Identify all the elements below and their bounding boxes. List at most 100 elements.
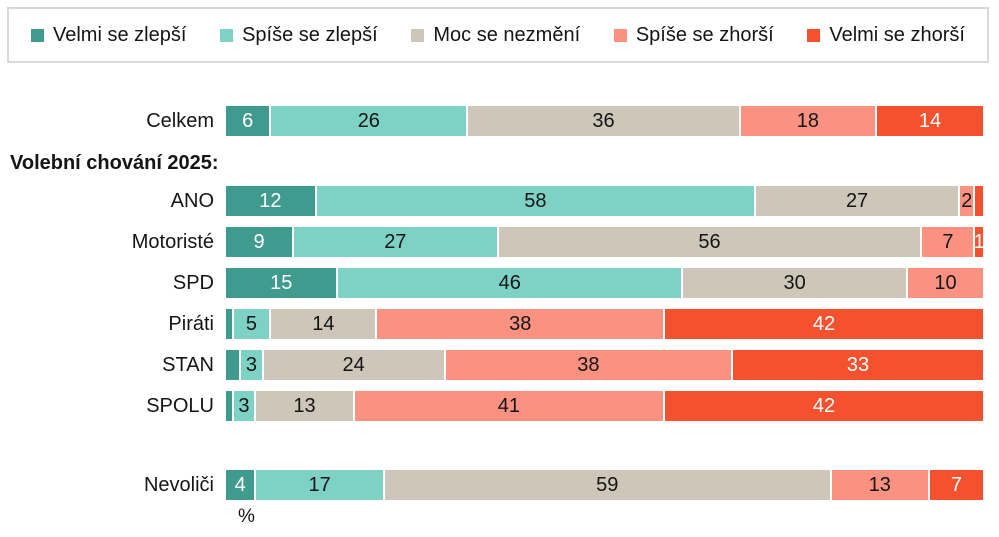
segment-value: 15 [270,271,293,294]
legend-swatch-icon [411,28,425,42]
chart-row: Celkem 6 26 36 18 14 [0,106,999,136]
legend-item: Spíše se zlepší [220,24,378,47]
segment-value: 27 [845,189,869,212]
segment-value: 36 [592,109,615,132]
segment-value: 58 [524,189,547,212]
stacked-bar: 4 17 59 13 7 [226,470,983,500]
stacked-bar: 3 13 41 42 [226,391,983,421]
legend-item: Spíše se zhorší [613,23,774,47]
segment-value: 38 [577,353,600,376]
legend-label: Velmi se zhorší [829,23,965,46]
bar-segment: 17 [256,470,385,500]
bar-segment: 13 [256,391,355,421]
segment-value: 42 [812,312,836,335]
row-label: SPOLU [146,395,214,417]
segment-value: 6 [242,109,254,132]
bar-segment: 1 [975,227,983,257]
segment-value: 26 [357,109,380,132]
row-label: STAN [162,354,214,376]
bar-segment: 10 [908,268,983,298]
legend-label: Spíše se zhorší [635,23,774,46]
row-label: ANO [170,190,214,212]
stacked-bar: 9 27 56 7 1 [226,227,983,257]
bar-segment: 13 [831,470,930,500]
bar-segment: 41 [354,391,666,421]
segment-value: 1 [975,230,983,253]
bar-segment: 7 [922,227,976,257]
bar-segment: 42 [665,309,983,339]
segment-value: 38 [509,312,532,335]
segment-value: 59 [596,473,619,496]
legend-item: Velmi se zlepší [31,24,186,47]
segment-value: 12 [259,189,282,212]
bar-segment [226,391,234,421]
section-header-row: Volební chování 2025: [0,150,999,176]
segment-value: 27 [384,230,407,253]
bar-segment: 9 [226,227,295,257]
stacked-bar: 3 24 38 33 [226,350,983,380]
row-label: SPD [172,272,214,294]
row-label: Nevoliči [143,474,214,496]
segment-value: 13 [868,473,891,496]
row-label: Celkem [146,110,214,132]
row-label: Piráti [168,313,214,335]
row-label: Motoristé [131,231,214,253]
legend-label: Velmi se zlepší [53,23,187,46]
segment-value: 46 [498,271,521,294]
stacked-bar: 5 14 38 42 [226,309,983,339]
section-label: Volební chování 2025: [10,152,219,174]
bar-segment: 42 [665,391,983,421]
bar-segment: 58 [316,186,756,216]
bar-segment: 38 [377,309,666,339]
legend-label: Moc se nezmění [433,23,581,46]
segment-value: 7 [950,473,963,496]
bar-segment: 4 [226,470,257,500]
bar-segment: 27 [294,227,499,257]
segment-value: 10 [934,271,957,294]
segment-value: 30 [783,271,806,294]
bar-segment: 14 [271,309,378,339]
segment-value: 14 [312,312,335,335]
bar-segment: 26 [271,106,469,136]
legend-swatch-icon [31,28,44,42]
chart-row: SPOLU 3 13 41 42 [0,391,999,421]
chart-row: STAN 3 24 38 33 [0,350,999,380]
segment-value: 3 [238,394,250,417]
segment-value: 14 [918,109,942,132]
segment-value: 3 [245,353,258,376]
bar-segment: 3 [233,391,257,421]
segment-value: 56 [698,230,721,253]
chart-row: SPD 15 46 30 10 [0,268,999,298]
stacked-bar: 15 46 30 10 [226,268,983,298]
bar-segment: 24 [263,350,446,380]
bar-segment: 30 [683,268,909,298]
legend: Velmi se zlepší Spíše se zlepší Moc se nez… [7,7,989,63]
spacer [0,505,226,529]
bar-segment: 3 [241,350,264,380]
segment-value: 13 [293,394,316,417]
legend-label: Spíše se zlepší [242,23,378,46]
legend-item: Moc se nezmění [411,24,580,47]
segment-value: 9 [253,230,265,253]
segment-value: 2 [961,189,973,212]
segment-value: 42 [812,394,836,417]
bar-segment: 38 [445,350,734,380]
segment-value: 41 [497,394,520,417]
stacked-bar: 6 26 36 18 14 [226,106,983,136]
segment-value: 24 [342,353,365,376]
bar-segment: 14 [876,106,983,136]
segment-value: 4 [234,473,246,496]
bar-segment: 27 [755,186,961,216]
legend-swatch-icon [220,28,234,42]
chart-row: Motoristé 9 27 56 7 1 [0,227,999,257]
segment-value: 5 [245,312,258,335]
legend-swatch-icon [613,28,627,42]
chart-area: Celkem 6 26 36 18 14 Volební chování 2025: ANO 1… [0,106,999,529]
stacked-bar: 12 58 27 2 [226,186,983,216]
legend-item: Velmi se zhorší [807,24,965,47]
chart-row: ANO 12 58 27 2 [0,186,999,216]
chart-row: Nevoliči 4 17 59 13 7 [0,470,999,500]
bar-segment: 46 [338,268,684,298]
bar-segment: 5 [233,309,272,339]
